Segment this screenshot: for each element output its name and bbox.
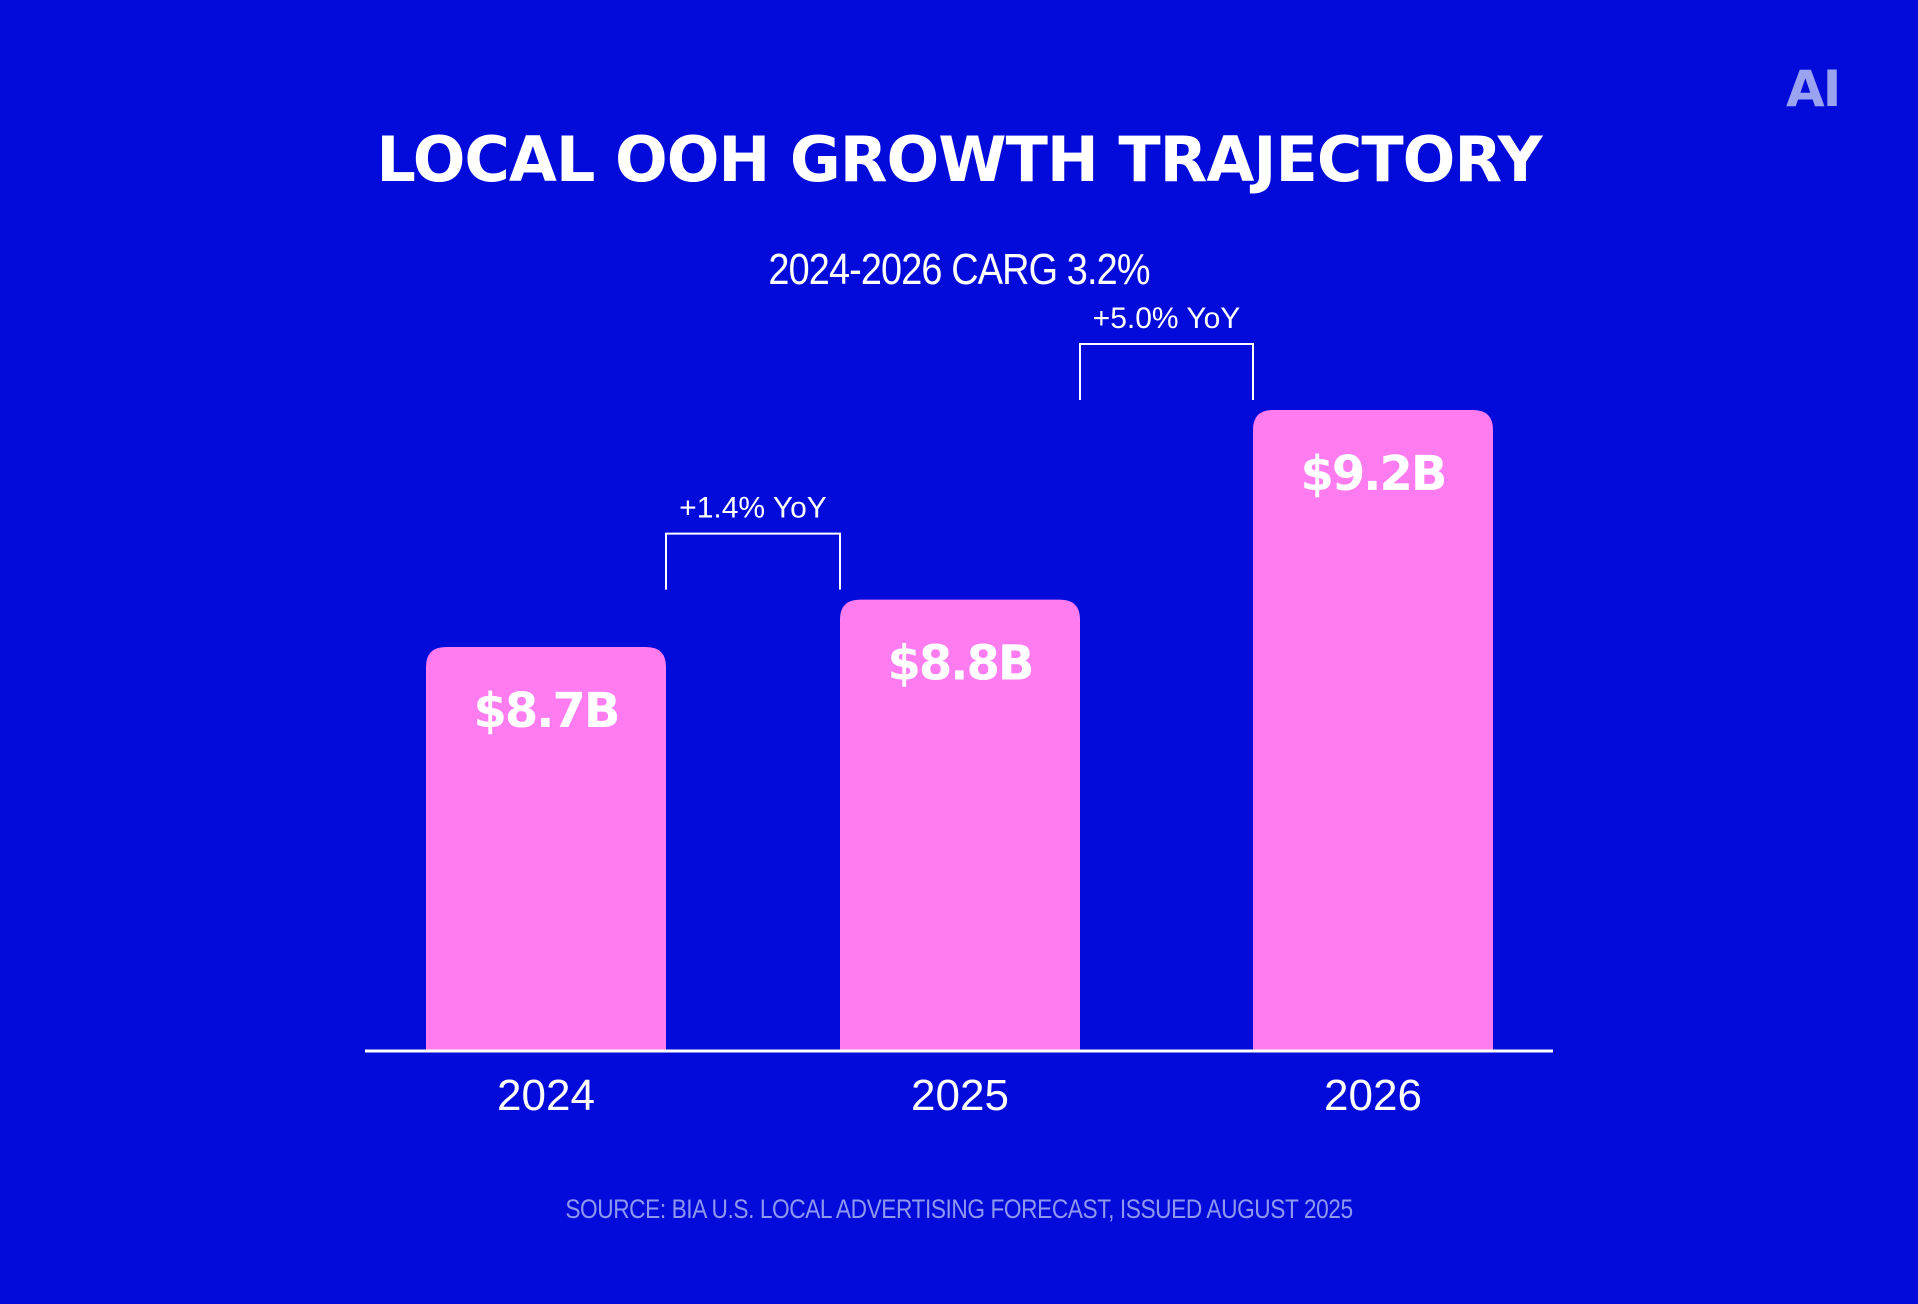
x-tick-label-2024: 2024: [497, 1071, 595, 1120]
x-tick-label-2026: 2026: [1324, 1071, 1422, 1120]
bar-value-label-2026: $9.2B: [1300, 446, 1445, 502]
bar-2024: [426, 647, 666, 1050]
x-tick-label-2025: 2025: [911, 1071, 1009, 1120]
yoy-label-2026: +5.0% YoY: [1093, 302, 1241, 335]
bar-2026: [1253, 410, 1493, 1050]
ai-logo: AI: [1786, 60, 1841, 118]
bar-2025: [840, 599, 1080, 1050]
bar-value-label-2024: $8.7B: [473, 683, 618, 739]
bar-value-label-2025: $8.8B: [887, 636, 1032, 692]
yoy-bracket-2026: [1079, 343, 1254, 400]
chart-title: LOCAL OOH GROWTH TRAJECTORY: [376, 123, 1542, 196]
chart-subtitle: 2024-2026 CARG 3.2%: [768, 245, 1150, 294]
yoy-bracket-2025: [665, 532, 841, 590]
source-note: SOURCE: BIA U.S. LOCAL ADVERTISING FOREC…: [565, 1194, 1353, 1224]
yoy-label-2025: +1.4% YoY: [679, 492, 827, 525]
